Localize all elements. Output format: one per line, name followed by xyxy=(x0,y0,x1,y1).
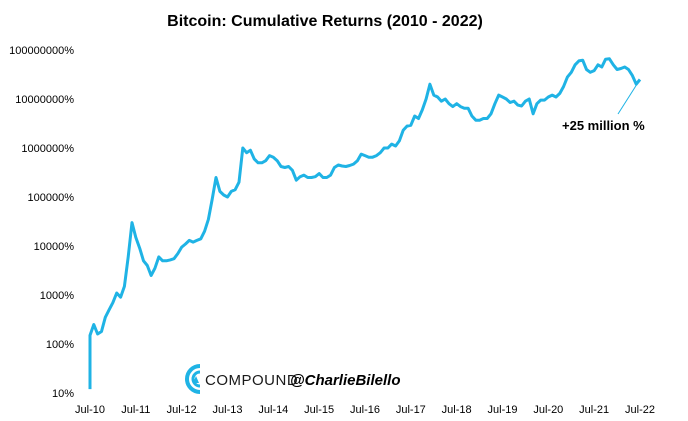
y-tick-label: 1000% xyxy=(40,290,74,302)
x-tick-label: Jul-16 xyxy=(350,404,380,416)
x-tick-label: Jul-21 xyxy=(579,404,609,416)
x-tick-label: Jul-11 xyxy=(121,404,150,416)
branding: COMPOUND @CharlieBilello xyxy=(185,364,401,394)
y-tick-label: 10000000% xyxy=(15,94,74,106)
annotation-label: +25 million % xyxy=(562,118,645,133)
y-tick-label: 100% xyxy=(46,339,74,351)
x-tick-label: Jul-20 xyxy=(533,404,563,416)
plot-area xyxy=(88,57,642,390)
x-axis: Jul-10 Jul-11 Jul-12 Jul-13 Jul-14 Jul-15 Jul-… xyxy=(75,404,655,416)
y-tick-label: 10000% xyxy=(34,241,75,253)
x-tick-label: Jul-14 xyxy=(258,404,288,416)
y-tick-label: 100000000% xyxy=(9,45,74,57)
twitter-handle: @CharlieBilello xyxy=(290,372,401,389)
y-axis: 10% 100% 1000% 10000% 100000% 1000000% 1000000… xyxy=(9,45,74,400)
compound-logo-text: COMPOUND xyxy=(205,372,298,389)
x-tick-label: Jul-13 xyxy=(213,404,243,416)
x-tick-label: Jul-17 xyxy=(396,404,426,416)
x-tick-label: Jul-15 xyxy=(304,404,334,416)
x-tick-label: Jul-22 xyxy=(625,404,655,416)
y-tick-label: 1000000% xyxy=(21,143,74,155)
series-line xyxy=(88,57,642,390)
x-tick-label: Jul-18 xyxy=(442,404,472,416)
x-tick-label: Jul-19 xyxy=(488,404,518,416)
x-tick-label: Jul-12 xyxy=(167,404,197,416)
chart-title: Bitcoin: Cumulative Returns (2010 - 2022… xyxy=(167,13,483,30)
annotation: +25 million % xyxy=(562,82,645,133)
x-tick-label: Jul-10 xyxy=(75,404,105,416)
y-tick-label: 100000% xyxy=(28,192,75,204)
annotation-leader-line xyxy=(617,82,639,115)
compound-logo-icon xyxy=(185,364,201,394)
y-tick-label: 10% xyxy=(52,388,74,400)
